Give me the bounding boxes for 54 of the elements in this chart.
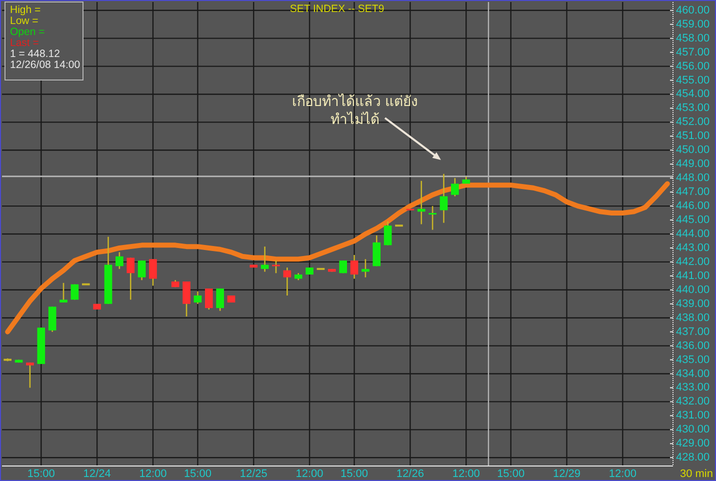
y-tick-label: 460.00: [676, 4, 710, 16]
y-tick-label: 428.00: [676, 452, 710, 464]
annotation: Open =: [10, 26, 45, 38]
y-tick-label: 431.00: [676, 410, 710, 422]
x-tick-label: 15:00: [497, 468, 525, 480]
text: 30 min: [680, 468, 713, 480]
y-tick-label: 429.00: [676, 438, 710, 450]
y-tick-label: 440.00: [676, 284, 710, 296]
y-tick-label: 452.00: [676, 116, 710, 128]
y-tick-label: 435.00: [676, 354, 710, 366]
y-tick-label: 447.00: [676, 186, 710, 198]
y-tick-label: 444.00: [676, 228, 710, 240]
chart-title: SET INDEX -- SET9: [290, 3, 384, 15]
y-tick-label: 448.00: [676, 172, 710, 184]
y-tick-label: 450.00: [676, 144, 710, 156]
y-tick-label: 449.00: [676, 158, 710, 170]
annotation: Last =: [10, 37, 39, 49]
x-tick-label: 12:00: [296, 468, 324, 480]
y-tick-label: 451.00: [676, 130, 710, 142]
x-tick-label: 12/26: [396, 468, 424, 480]
y-tick-label: 454.00: [676, 88, 710, 100]
y-tick-label: 443.00: [676, 242, 710, 254]
y-tick-label: 453.00: [676, 102, 710, 114]
y-tick-label: 455.00: [676, 74, 710, 86]
y-tick-label: 433.00: [676, 382, 710, 394]
x-tick-label: 12:00: [608, 468, 636, 480]
x-tick-label: 12:00: [139, 468, 167, 480]
annotation: Low =: [10, 15, 38, 27]
x-tick-label: 12/24: [83, 468, 111, 480]
note: เกือบทำได้แล้ว แต่ยัง ทำไม่ได้: [292, 93, 418, 127]
y-tick-label: 441.00: [676, 270, 710, 282]
annotation: 12/26/08 14:00: [10, 59, 80, 71]
annotation: 1 = 448.12: [10, 48, 60, 60]
y-tick-label: 458.00: [676, 32, 710, 44]
x-tick-label: 12/29: [552, 468, 581, 480]
annotation: High =: [10, 4, 41, 16]
y-tick-label: 439.00: [676, 298, 710, 310]
y-tick-label: 442.00: [676, 256, 710, 268]
x-tick-label: 15:00: [184, 468, 212, 480]
x-tick-label: 15:00: [340, 468, 368, 480]
y-tick-label: 445.00: [676, 214, 710, 226]
y-tick-label: 457.00: [676, 46, 710, 58]
y-tick-label: 434.00: [676, 368, 710, 380]
y-tick-label: 432.00: [676, 396, 710, 408]
y-tick-label: 446.00: [676, 200, 710, 212]
x-tick-label: 12/25: [240, 468, 268, 480]
y-tick-label: 437.00: [676, 326, 710, 338]
y-tick-label: 438.00: [676, 312, 710, 324]
y-tick-label: 430.00: [676, 424, 710, 436]
y-tick-label: 436.00: [676, 340, 710, 352]
x-tick-label: 15:00: [27, 468, 55, 480]
y-tick-label: 459.00: [676, 18, 710, 30]
y-tick-label: 456.00: [676, 60, 710, 72]
x-tick-label: 12:00: [452, 468, 480, 480]
